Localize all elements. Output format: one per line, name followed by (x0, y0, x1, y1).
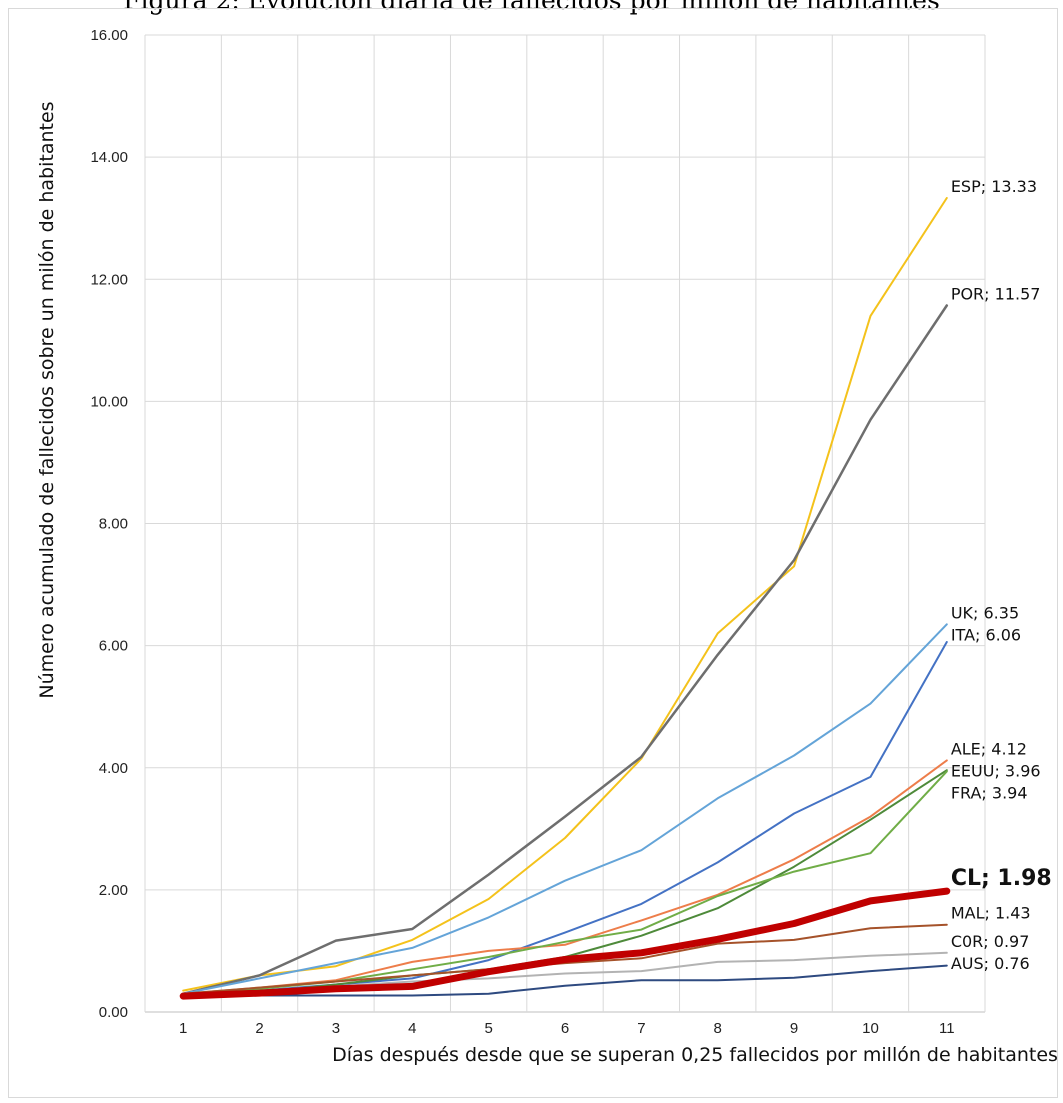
end-label-ita: ITA; 6.06 (951, 625, 1021, 644)
chart-frame (8, 8, 1058, 1098)
end-label-uk: UK; 6.35 (951, 603, 1019, 622)
end-label-fra: FRA; 3.94 (951, 783, 1028, 802)
end-label-mal: MAL; 1.43 (951, 904, 1031, 923)
y-axis-title: Número acumulado de fallecidos sobre un … (36, 101, 58, 698)
series-line-esp (182, 197, 948, 992)
series-line-uk (182, 623, 948, 995)
y-tick-label: 2.00 (99, 882, 128, 899)
x-tick-label: 9 (790, 1020, 798, 1037)
y-tick-label: 10.00 (90, 393, 128, 410)
series-line-cl (179, 887, 951, 1000)
x-tick-label: 7 (637, 1020, 645, 1037)
y-tick-label: 4.00 (99, 760, 128, 777)
axes: 0.00 2.00 4.00 6.00 8.00 10.00 12.00 14.00 16.00… (90, 27, 954, 1037)
end-labels: ESP; 13.33 POR; 11.57 UK; 6.35 ITA; 6.06 ALE… (951, 177, 1052, 973)
series-lines (179, 197, 951, 1000)
end-label-eeuu: EEUU; 3.96 (951, 761, 1041, 780)
y-tick-label: 8.00 (99, 516, 128, 533)
y-tick-label: 6.00 (99, 638, 128, 655)
figure-title: Figura 2: Evolución diaria de fallecidos… (123, 0, 940, 15)
x-tick-label: 5 (484, 1020, 492, 1037)
y-tick-label: 0.00 (99, 1004, 128, 1021)
x-tick-label: 11 (939, 1020, 955, 1037)
series-line-mal (182, 923, 948, 995)
y-tick-label: 16.00 (90, 27, 128, 44)
end-label-ale: ALE; 4.12 (951, 739, 1027, 758)
x-axis-title: Días después desde que se superan 0,25 f… (332, 1044, 1058, 1066)
end-label-cl: CL; 1.98 (951, 866, 1052, 891)
end-label-aus: AUS; 0.76 (951, 954, 1030, 973)
x-tick-label: 6 (561, 1020, 569, 1037)
end-label-c0r: C0R; 0.97 (951, 932, 1030, 951)
x-tick-label: 1 (179, 1020, 187, 1037)
y-tick-label: 14.00 (90, 149, 128, 166)
y-tick-label: 12.00 (90, 271, 128, 288)
x-tick-label: 3 (332, 1020, 340, 1037)
x-tick-label: 4 (408, 1020, 416, 1037)
series-line-aus (182, 964, 948, 998)
gridlines (144, 34, 986, 1013)
x-tick-label: 2 (255, 1020, 263, 1037)
series-line-por (181, 304, 949, 995)
end-label-por: POR; 11.57 (951, 285, 1041, 304)
x-tick-label: 10 (862, 1020, 879, 1037)
x-tick-label: 8 (714, 1020, 722, 1037)
end-label-esp: ESP; 13.33 (951, 177, 1037, 196)
